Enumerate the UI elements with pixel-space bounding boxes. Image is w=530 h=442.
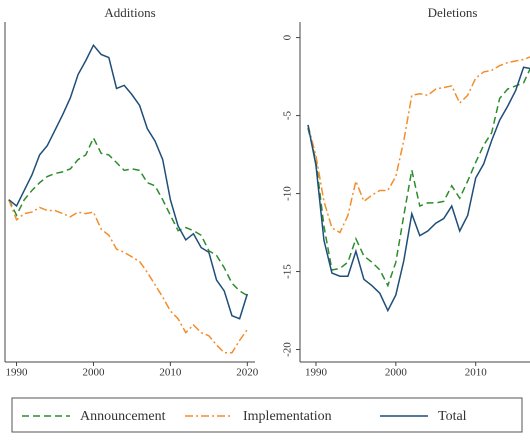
legend-label: Total [438, 409, 467, 424]
legend-label: Implementation [243, 409, 332, 424]
x-tick-label: 1990 [6, 367, 29, 379]
series-line [307, 56, 530, 234]
series-line [8, 43, 249, 320]
y-tick-label: -15 [282, 264, 294, 279]
plot-area [307, 56, 530, 313]
legend-box [11, 397, 523, 433]
y-tick-label: -5 [282, 111, 294, 121]
series-line [307, 67, 530, 288]
x-tick-label: 2000 [82, 367, 105, 379]
x-tick-label: 2000 [385, 367, 408, 379]
x-tick-label: 1990 [305, 367, 328, 379]
series-line [307, 66, 530, 313]
y-tick-label: 0 [282, 34, 294, 40]
panel-title: Additions [104, 5, 155, 20]
series-line [8, 136, 248, 297]
x-tick-label: 2010 [159, 367, 182, 379]
x-tick-label: 2020 [236, 367, 259, 379]
y-tick-label: -10 [282, 186, 294, 201]
panel-title: Deletions [428, 5, 478, 20]
legend-label: Announcement [80, 409, 166, 424]
series-line [8, 199, 248, 354]
x-tick-label: 2010 [465, 367, 488, 379]
y-tick-label: -20 [282, 342, 294, 357]
plot-area [8, 43, 249, 354]
